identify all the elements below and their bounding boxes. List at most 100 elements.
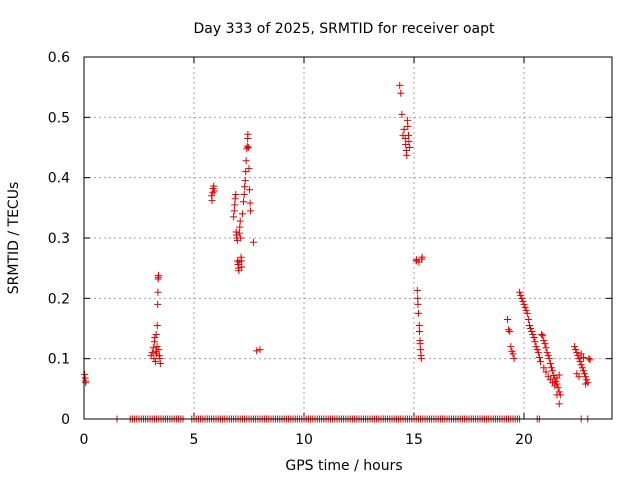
data-point [154, 288, 162, 296]
data-point [582, 373, 590, 381]
data-point [414, 300, 422, 308]
data-point [242, 168, 250, 176]
data-point [405, 131, 412, 139]
data-point [244, 130, 252, 138]
data-point [148, 349, 156, 357]
data-point [548, 364, 555, 372]
data-point [241, 183, 249, 191]
data-point [577, 350, 585, 358]
data-point [243, 142, 251, 150]
data-point [575, 373, 583, 381]
data-point [532, 343, 540, 351]
data-point [155, 352, 163, 360]
data-point [235, 267, 243, 275]
data-point [523, 309, 531, 317]
data-point [152, 358, 159, 366]
data-point [147, 352, 155, 360]
data-point [150, 355, 158, 363]
data-point [518, 294, 526, 302]
data-point [574, 352, 582, 360]
x-axis-title: GPS time / hours [285, 458, 402, 474]
data-point [506, 328, 514, 336]
data-point [586, 356, 594, 364]
x-tick-label: 15 [405, 432, 423, 448]
data-point [256, 346, 264, 354]
data-point [541, 340, 549, 348]
y-tick-label: 0.5 [48, 110, 70, 126]
data-point [522, 306, 530, 314]
data-point [240, 198, 247, 206]
data-point [516, 288, 524, 296]
x-tick-label: 0 [80, 432, 89, 448]
data-point [240, 191, 248, 199]
data-point [413, 286, 421, 294]
data-point [585, 355, 593, 363]
data-point [575, 355, 583, 363]
data-point [415, 258, 423, 266]
data-point [153, 321, 161, 329]
data-point [539, 332, 547, 340]
data-point [246, 199, 254, 207]
data-point [236, 223, 244, 231]
x-tick-label: 20 [515, 432, 533, 448]
data-point [247, 207, 255, 215]
data-point [576, 358, 584, 366]
x-axis-ticks: 0 5 10 15 20 [80, 57, 533, 448]
y-axis-ticks: 0 0.1 0.2 0.3 0.4 0.5 0.6 [48, 50, 612, 428]
data-point [151, 334, 159, 342]
data-point [582, 380, 590, 388]
data-point [406, 144, 414, 151]
data-point [572, 346, 580, 354]
data-point [573, 349, 581, 357]
data-point [396, 81, 404, 89]
data-point [543, 349, 551, 357]
data-point [230, 207, 238, 215]
data-point [527, 325, 535, 332]
data-point [583, 376, 591, 384]
data-point [249, 238, 257, 246]
data-point [530, 334, 538, 342]
data-point [415, 321, 423, 329]
data-point [531, 338, 539, 346]
data-point [235, 229, 243, 237]
data-point [545, 355, 553, 363]
data-point [540, 364, 548, 372]
data-point [417, 346, 425, 354]
data-point [82, 379, 90, 387]
data-point [404, 122, 412, 130]
data-point [403, 151, 411, 159]
data-point [538, 331, 546, 339]
data-point [535, 353, 543, 361]
data-point [504, 315, 511, 323]
data-point [232, 191, 240, 199]
data-point [579, 367, 587, 375]
data-point [533, 346, 541, 354]
y-tick-label: 0 [61, 412, 70, 428]
data-point [231, 201, 239, 209]
data-point [237, 257, 245, 265]
data-point [555, 371, 563, 379]
data-point [540, 337, 548, 345]
data-point [416, 328, 423, 336]
data-point [149, 344, 157, 352]
grid-lines [84, 57, 612, 419]
data-point [397, 89, 405, 97]
y-tick-label: 0.6 [48, 50, 70, 66]
data-point [519, 297, 527, 305]
data-point [537, 358, 544, 366]
data-point [524, 315, 532, 323]
data-point [529, 331, 537, 339]
data-point [400, 125, 408, 133]
data-point [241, 177, 249, 185]
data-point [578, 364, 586, 372]
data-point [155, 346, 163, 354]
y-tick-label: 0.3 [48, 231, 70, 247]
data-point [244, 144, 252, 151]
data-point [155, 271, 163, 279]
data-point [210, 187, 218, 195]
data-point [510, 355, 518, 363]
data-point [542, 344, 550, 352]
data-point [242, 157, 250, 165]
data-point [245, 186, 253, 194]
data-point [534, 349, 542, 357]
